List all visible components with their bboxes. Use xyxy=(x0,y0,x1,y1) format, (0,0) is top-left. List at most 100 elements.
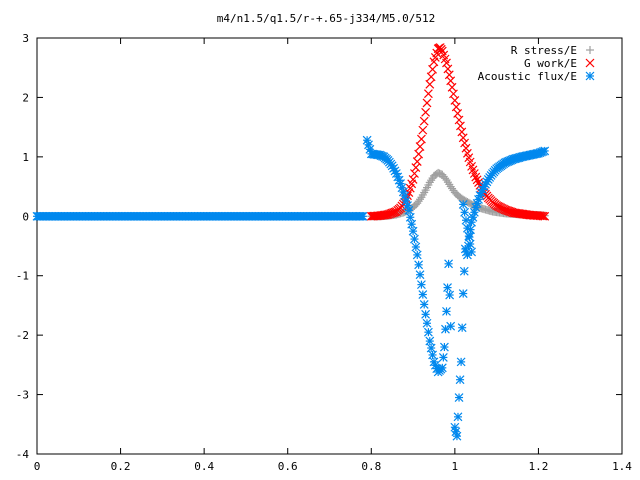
series-2 xyxy=(32,135,550,441)
legend-label: R stress/E xyxy=(511,44,577,57)
data-point xyxy=(474,178,483,188)
plot-frame xyxy=(36,37,623,455)
data-point xyxy=(418,125,428,135)
data-point xyxy=(408,226,418,236)
data-point xyxy=(410,234,419,244)
data-point xyxy=(468,212,478,222)
data-point xyxy=(444,70,454,80)
data-point xyxy=(461,143,471,153)
data-point xyxy=(414,149,424,159)
data-point xyxy=(465,239,475,249)
x-tick-label: 0.2 xyxy=(111,460,131,473)
data-point xyxy=(471,172,481,182)
data-point xyxy=(458,289,468,298)
x-tick-label: 0 xyxy=(34,460,41,473)
data-point xyxy=(446,321,456,331)
data-point xyxy=(405,212,415,222)
data-point xyxy=(425,79,435,89)
data-point xyxy=(439,342,449,352)
x-tick-label: 0.8 xyxy=(361,460,381,473)
data-point xyxy=(390,207,400,217)
series-layer xyxy=(32,43,550,441)
y-tick-label: 2 xyxy=(22,91,29,104)
data-point xyxy=(460,207,470,217)
data-point xyxy=(426,343,436,353)
data-point xyxy=(472,175,482,185)
legend-marker xyxy=(586,46,594,54)
data-point xyxy=(540,211,550,221)
data-point xyxy=(442,306,451,316)
data-point xyxy=(417,280,426,290)
data-point xyxy=(456,357,466,367)
series-1 xyxy=(366,43,550,221)
y-tick-label: 3 xyxy=(22,32,29,45)
data-point xyxy=(404,205,414,215)
data-point xyxy=(457,127,467,137)
data-point xyxy=(538,211,548,221)
data-point xyxy=(417,134,426,144)
x-tick-label: 0.6 xyxy=(278,460,298,473)
legend-marker xyxy=(585,58,595,68)
y-tick-label: -3 xyxy=(16,389,29,402)
data-point xyxy=(389,163,398,173)
data-point xyxy=(454,393,464,402)
data-point xyxy=(418,290,428,299)
x-tick-label: 1 xyxy=(452,460,459,473)
data-point xyxy=(419,300,429,309)
data-point xyxy=(458,199,468,209)
data-point xyxy=(389,208,398,217)
data-point xyxy=(453,412,463,422)
data-point xyxy=(445,290,455,300)
data-point xyxy=(459,266,469,276)
data-point xyxy=(456,121,465,131)
legend-label: G work/E xyxy=(524,57,577,70)
data-point xyxy=(467,247,476,257)
data-point xyxy=(425,336,435,346)
y-tick-label: 0 xyxy=(22,210,29,223)
data-point xyxy=(407,219,417,229)
data-point xyxy=(423,89,433,99)
data-point xyxy=(444,259,454,269)
data-point xyxy=(428,64,437,74)
y-tick-label: -4 xyxy=(16,448,30,461)
data-point xyxy=(443,64,453,74)
x-tick-label: 1.2 xyxy=(528,460,548,473)
y-tick-label: -2 xyxy=(16,329,29,342)
data-point xyxy=(458,133,468,143)
data-point xyxy=(469,207,479,217)
data-point xyxy=(412,250,422,260)
data-point xyxy=(454,115,464,125)
data-point xyxy=(462,223,472,233)
data-point xyxy=(428,350,437,360)
data-point xyxy=(461,215,471,225)
data-point xyxy=(421,309,431,319)
x-tick-label: 0.4 xyxy=(194,460,214,473)
data-point xyxy=(416,195,425,204)
data-point xyxy=(437,363,447,373)
data-point xyxy=(419,116,429,126)
data-point xyxy=(422,318,432,328)
y-tick-label: -1 xyxy=(16,270,29,283)
legend-label: Acoustic flux/E xyxy=(478,70,577,83)
data-point xyxy=(411,242,421,252)
data-point xyxy=(422,98,432,108)
data-point xyxy=(421,107,431,117)
data-point xyxy=(455,375,465,385)
data-point xyxy=(467,217,476,227)
x-tick-label: 1.4 xyxy=(612,460,632,473)
data-point xyxy=(452,431,462,441)
data-point xyxy=(457,323,467,333)
chart-title: m4/n1.5/q1.5/r-+.65-j334/M5.0/512 xyxy=(217,12,436,25)
data-point xyxy=(415,270,425,280)
data-point xyxy=(412,157,422,167)
data-point xyxy=(537,211,546,221)
data-point xyxy=(410,169,419,178)
data-point xyxy=(426,72,436,82)
data-point xyxy=(411,163,421,172)
data-point xyxy=(460,138,470,148)
legend-marker xyxy=(585,71,595,81)
data-point xyxy=(540,146,550,156)
y-tick-label: 1 xyxy=(22,151,29,164)
